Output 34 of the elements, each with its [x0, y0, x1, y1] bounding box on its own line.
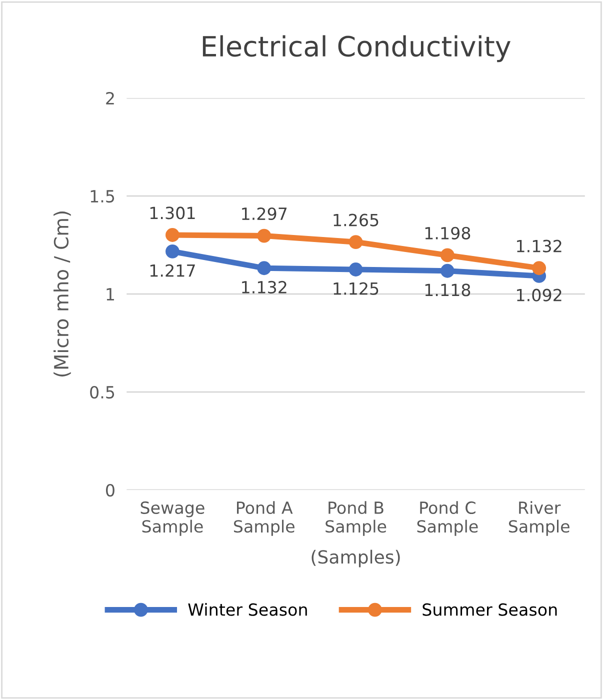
y-axis-title: (Micro mho / Cm): [54, 212, 71, 376]
data-label: 1.132: [517, 240, 562, 252]
x-tick-label: Sewage Sample: [140, 501, 204, 536]
data-label: 1.125: [334, 282, 378, 295]
data-label: 1.132: [242, 280, 286, 294]
point: [166, 244, 180, 258]
point: [348, 235, 363, 250]
chart-title: Electrical Conductivity: [202, 35, 510, 62]
data-label: 1.297: [242, 207, 287, 220]
data-label: 1.198: [425, 226, 470, 240]
legend-label: Summer Season: [422, 603, 557, 616]
data-label: 1.092: [517, 288, 562, 302]
data-label: 1.217: [150, 264, 195, 277]
point: [257, 228, 272, 243]
point: [257, 261, 272, 276]
point: [440, 264, 454, 278]
point: [532, 261, 546, 276]
y-tick-label: 1: [106, 288, 114, 300]
y-tick-label: 1.5: [90, 190, 114, 203]
x-tick-label: Pond B Sample: [326, 501, 386, 536]
point: [166, 228, 180, 242]
data-label: 1.265: [334, 214, 378, 226]
x-axis-title: (Samples): [312, 550, 400, 568]
point: [348, 262, 363, 276]
data-label: 1.118: [425, 284, 470, 296]
x-tick-label: River Sample: [508, 501, 570, 536]
y-tick-label: 2: [106, 92, 114, 104]
point: [440, 248, 454, 262]
y-tick-label: 0.5: [90, 386, 114, 399]
legend-label: Winter Season: [188, 603, 307, 616]
data-label: 1.301: [150, 206, 195, 220]
x-tick-label: Pond C Sample: [417, 501, 478, 536]
y-tick-label: 0: [106, 484, 114, 497]
x-tick-label: Pond A Sample: [234, 501, 294, 536]
